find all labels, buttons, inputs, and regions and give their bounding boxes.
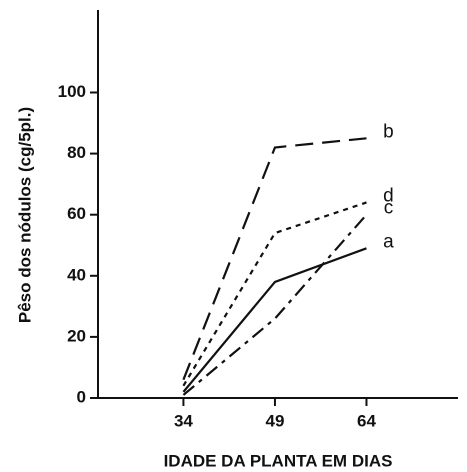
y-axis-label: Pêso dos nódulos (cg/5pl.)	[15, 107, 34, 323]
y-tick-label: 100	[58, 82, 86, 101]
x-axis-label: IDADE DA PLANTA EM DIAS	[164, 451, 393, 470]
series-label: d	[383, 185, 394, 206]
x-tick-label: 64	[357, 411, 376, 430]
series-line	[182, 213, 368, 396]
x-tick-label: 49	[265, 411, 284, 430]
series-line	[182, 247, 367, 393]
y-tick-label: 20	[67, 326, 86, 345]
series-line	[182, 137, 367, 381]
series-line	[182, 201, 367, 387]
y-tick-label: 60	[67, 204, 86, 223]
series-label: b	[383, 121, 394, 142]
y-tick-label: 40	[67, 265, 86, 284]
series-label: c	[384, 198, 394, 219]
y-tick-label: 0	[77, 387, 86, 406]
series-label: a	[383, 231, 394, 252]
x-tick-label: 34	[174, 411, 193, 430]
y-tick-label: 80	[67, 143, 86, 162]
